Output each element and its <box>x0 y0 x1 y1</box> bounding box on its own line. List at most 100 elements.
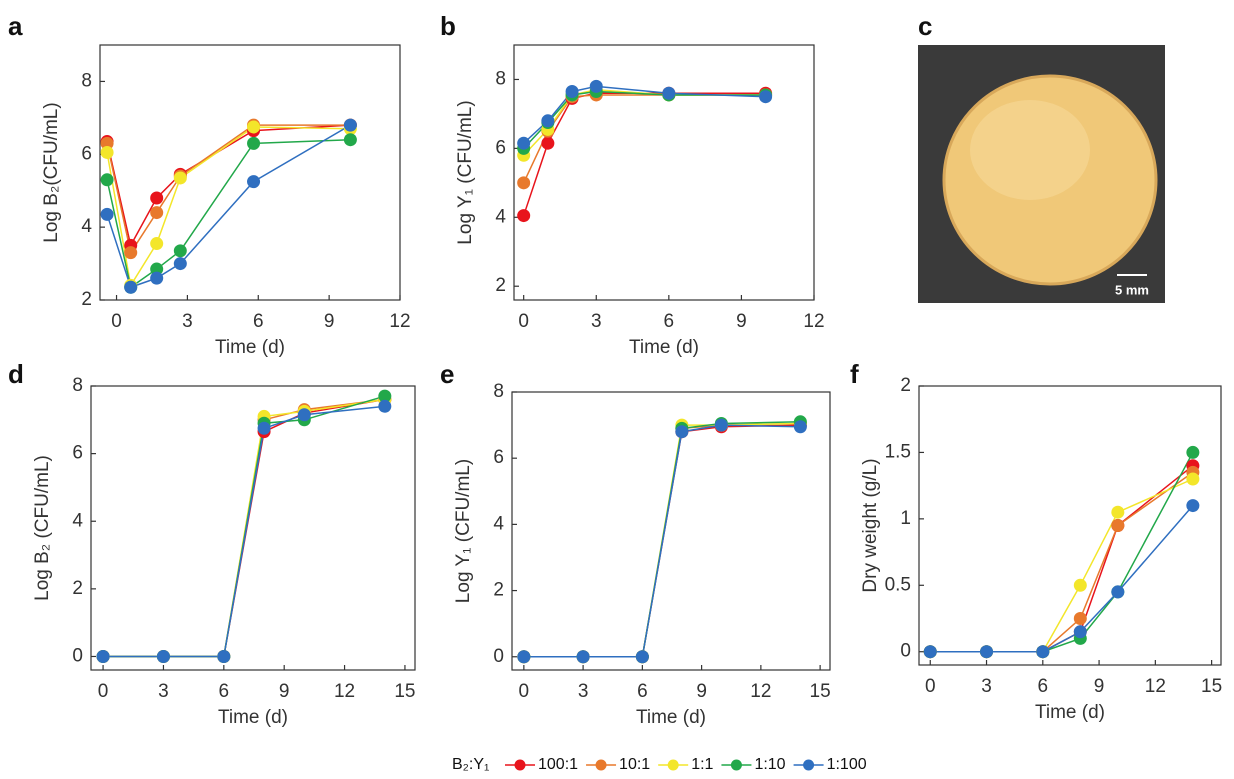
series-line <box>106 138 351 289</box>
data-point <box>517 176 531 190</box>
data-point <box>1111 585 1125 599</box>
panel-label: b <box>440 11 456 41</box>
y-tick-label: 6 <box>81 143 92 164</box>
data-point <box>124 280 138 294</box>
series-line <box>103 395 386 658</box>
y-axis-label: Log B₂ (CFU/mL) <box>32 455 53 601</box>
series-line <box>930 452 1194 653</box>
data-point <box>247 136 261 150</box>
x-tick-label: 3 <box>158 681 169 702</box>
series-line <box>930 471 1194 653</box>
panel-label: a <box>8 11 23 41</box>
series-line <box>106 124 351 289</box>
series-line <box>930 478 1194 653</box>
legend-marker <box>514 759 526 771</box>
x-tick-label: 6 <box>664 311 675 332</box>
data-point <box>217 649 231 663</box>
plot-frame <box>99 44 401 301</box>
x-axis-label: Time (d) <box>629 337 699 358</box>
y-axis-label: Dry weight (g/L) <box>860 458 881 592</box>
data-point <box>517 209 531 223</box>
series-line <box>103 405 385 658</box>
y-tick-label: 2 <box>900 375 911 396</box>
data-point <box>1111 519 1125 532</box>
data-point <box>714 418 728 432</box>
series-line <box>106 126 351 288</box>
y-tick-label: 8 <box>495 68 506 89</box>
data-point <box>1186 472 1200 486</box>
data-point <box>343 133 357 147</box>
data-point <box>923 645 937 659</box>
series-line <box>106 124 351 255</box>
data-point <box>150 262 164 276</box>
y-tick-label: 0 <box>900 641 911 662</box>
x-tick-label: 6 <box>1038 676 1049 697</box>
legend-marker <box>730 759 742 771</box>
y-tick-label: 2 <box>81 289 92 310</box>
series-line <box>523 424 801 658</box>
series-line <box>106 124 351 248</box>
x-tick-label: 9 <box>1094 676 1105 697</box>
data-point <box>1111 505 1125 519</box>
data-point <box>793 420 807 434</box>
x-tick-label: 3 <box>981 676 992 697</box>
y-tick-label: 1 <box>900 508 911 529</box>
y-axis-label: Log Y₁ (CFU/mL) <box>455 100 476 244</box>
panel-label: c <box>918 11 932 41</box>
x-tick-label: 12 <box>389 311 410 332</box>
x-tick-label: 6 <box>253 311 264 332</box>
x-tick-label: 15 <box>810 681 831 702</box>
y-tick-label: 6 <box>495 137 506 158</box>
y-tick-label: 2 <box>72 578 83 599</box>
data-point <box>662 86 676 100</box>
series-line <box>930 505 1194 653</box>
data-point <box>517 136 531 150</box>
data-point <box>100 173 114 187</box>
y-tick-label: 2 <box>493 580 504 601</box>
data-point <box>156 649 170 663</box>
data-point <box>1073 578 1087 592</box>
data-point <box>1186 499 1200 513</box>
y-tick-label: 8 <box>81 70 92 91</box>
x-tick-label: 3 <box>182 311 193 332</box>
x-tick-label: 6 <box>637 681 648 702</box>
scale-bar-label: 5 mm <box>1115 282 1149 297</box>
y-axis-label: Log B₂(CFU/mL) <box>41 102 62 242</box>
data-point <box>100 136 114 150</box>
series-line <box>103 398 385 658</box>
data-point <box>980 645 994 659</box>
y-tick-label: 8 <box>493 381 504 402</box>
x-tick-label: 0 <box>518 311 529 332</box>
data-point <box>541 136 555 150</box>
y-tick-label: 2 <box>495 275 506 296</box>
x-tick-label: 12 <box>1145 676 1166 697</box>
x-tick-label: 9 <box>279 681 290 702</box>
y-axis-label: Log Y₁ (CFU/mL) <box>453 459 474 603</box>
plot-frame <box>918 385 1222 666</box>
x-tick-label: 12 <box>334 681 355 702</box>
data-point <box>517 650 531 664</box>
specimen-highlight <box>970 100 1090 200</box>
x-tick-label: 12 <box>803 311 824 332</box>
data-point <box>565 85 579 99</box>
legend-label: 1:10 <box>754 756 785 773</box>
data-point <box>173 257 187 271</box>
data-point <box>378 389 392 403</box>
legend-title: B₂:Y₁ <box>452 756 489 773</box>
y-tick-label: 4 <box>495 206 506 227</box>
data-point <box>541 114 555 128</box>
data-point <box>150 191 164 205</box>
data-point <box>576 650 590 664</box>
x-axis-label: Time (d) <box>215 337 285 358</box>
x-axis-label: Time (d) <box>1035 702 1105 723</box>
y-tick-label: 1.5 <box>885 441 911 462</box>
legend-label: 1:100 <box>827 756 867 773</box>
data-point <box>100 207 114 221</box>
data-point <box>675 425 689 439</box>
x-tick-label: 9 <box>736 311 747 332</box>
x-tick-label: 0 <box>111 311 122 332</box>
data-point <box>1036 645 1050 659</box>
data-point <box>247 120 261 134</box>
x-tick-label: 6 <box>219 681 230 702</box>
plot-frame <box>90 385 416 671</box>
